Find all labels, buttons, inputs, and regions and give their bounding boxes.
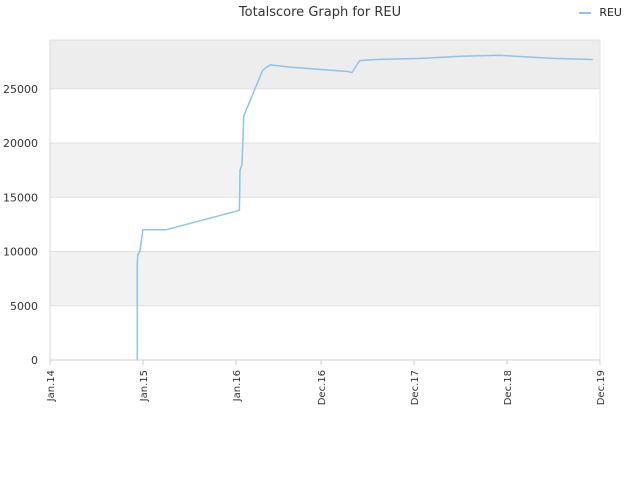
data-point: [165, 229, 167, 231]
x-tick-label: Jan.15: [139, 370, 150, 402]
grid-band: [50, 305, 600, 360]
x-tick-label: Dec.19: [596, 370, 607, 405]
grid-band: [50, 88, 600, 144]
grid-band: [50, 197, 600, 252]
legend-swatch: [579, 11, 592, 14]
data-point: [142, 229, 144, 231]
data-point: [351, 71, 353, 74]
data-point: [359, 60, 361, 62]
series-line-reu: [136, 54, 593, 360]
grid-band: [50, 251, 600, 306]
y-tick-label: 25000: [3, 83, 38, 96]
data-point: [552, 57, 555, 60]
data-point: [238, 209, 241, 211]
data-point: [514, 55, 516, 57]
data-point: [269, 64, 271, 66]
data-point: [239, 169, 241, 171]
y-tick-label: 5000: [10, 300, 38, 313]
data-point: [139, 250, 141, 253]
data-point: [243, 115, 245, 117]
grid-band: [50, 40, 600, 89]
data-point: [498, 54, 501, 56]
x-tick-label: Jan.14: [46, 370, 57, 402]
data-point: [137, 254, 139, 256]
y-tick-label: 10000: [3, 246, 38, 259]
x-tick-label: Dec.16: [317, 370, 328, 405]
data-point: [241, 164, 243, 166]
data-point: [374, 58, 376, 61]
y-tick-label: 15000: [3, 191, 38, 204]
data-point: [136, 261, 138, 263]
chart-title: Totalscore Graph for REU: [238, 5, 402, 20]
grid-band: [50, 143, 600, 198]
y-tick-label: 20000: [3, 137, 38, 150]
data-point: [266, 66, 268, 68]
x-tick-label: Dec.18: [503, 370, 514, 405]
legend-label: REU: [599, 6, 622, 19]
data-point: [262, 69, 264, 71]
x-tick-label: Jan.16: [232, 370, 243, 402]
data-point: [591, 58, 593, 61]
data-point: [289, 66, 291, 68]
x-tick-label: Dec.17: [410, 370, 421, 405]
data-point: [136, 359, 138, 361]
data-point: [421, 57, 423, 60]
legend: REU: [579, 6, 622, 19]
y-tick-label: 0: [31, 354, 38, 367]
data-point: [459, 55, 462, 57]
data-point: [347, 70, 349, 73]
